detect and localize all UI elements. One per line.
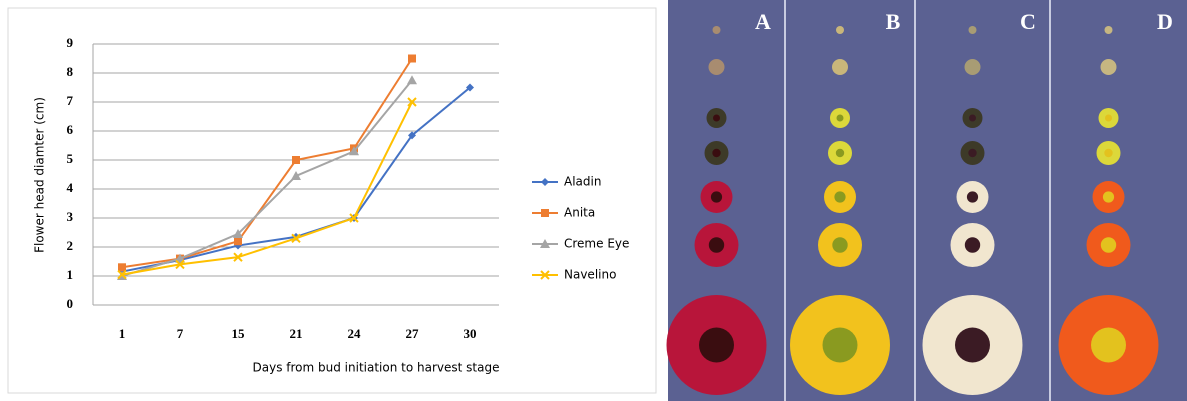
flower-center xyxy=(711,191,722,202)
marker xyxy=(408,55,416,63)
x-tick-label: 15 xyxy=(232,326,246,341)
flower-center xyxy=(1104,149,1112,157)
x-tick-label: 1 xyxy=(119,326,126,341)
y-tick-label: 4 xyxy=(67,180,74,195)
flower-center xyxy=(836,149,844,157)
flower xyxy=(832,59,848,75)
flower-center xyxy=(713,115,720,122)
y-tick-label: 3 xyxy=(67,209,74,224)
x-tick-label: 24 xyxy=(348,326,362,341)
flower-center xyxy=(837,115,844,122)
flower-center xyxy=(965,237,980,252)
y-tick-label: 8 xyxy=(67,64,74,79)
flower xyxy=(965,59,981,75)
x-tick-label: 7 xyxy=(177,326,184,341)
flower xyxy=(709,59,725,75)
y-axis-label: Flower head diamter (cm) xyxy=(33,97,47,253)
flower-center xyxy=(969,115,976,122)
y-tick-label: 0 xyxy=(67,296,74,311)
flower-center xyxy=(955,328,990,363)
x-axis-label: Days from bud initiation to harvest stag… xyxy=(253,361,500,375)
flower-center xyxy=(834,191,845,202)
panel-label: C xyxy=(1020,9,1036,34)
panel-label: A xyxy=(755,9,771,34)
flower xyxy=(1101,59,1117,75)
panel-label: D xyxy=(1157,9,1173,34)
flower-center xyxy=(699,328,734,363)
panel-label: B xyxy=(886,9,901,34)
flower-center xyxy=(1091,328,1126,363)
flower-center xyxy=(1105,115,1112,122)
y-tick-label: 5 xyxy=(67,151,74,166)
y-tick-label: 7 xyxy=(67,93,74,108)
chart-frame xyxy=(8,8,656,393)
flower-center xyxy=(712,149,720,157)
legend-label: Aladin xyxy=(564,175,601,189)
x-tick-label: 30 xyxy=(464,326,477,341)
flower xyxy=(713,26,721,34)
flower-center xyxy=(1101,237,1116,252)
flower xyxy=(969,26,977,34)
y-tick-label: 6 xyxy=(67,122,74,137)
flower-center xyxy=(968,149,976,157)
flower xyxy=(836,26,844,34)
marker xyxy=(541,209,549,217)
flower-center xyxy=(1103,191,1114,202)
flower-center xyxy=(832,237,847,252)
marker xyxy=(292,156,300,164)
flower-center xyxy=(709,237,724,252)
y-tick-label: 9 xyxy=(67,35,74,50)
legend-label: Anita xyxy=(564,206,595,220)
legend-label: Creme Eye xyxy=(564,237,629,251)
x-tick-label: 27 xyxy=(406,326,420,341)
marker xyxy=(234,237,242,245)
y-tick-label: 1 xyxy=(67,267,74,282)
figure: Flower head diamter (cm) Days from bud i… xyxy=(0,0,1187,401)
flower-center xyxy=(823,328,858,363)
y-tick-label: 2 xyxy=(67,238,74,253)
flower-center xyxy=(967,191,978,202)
x-tick-label: 21 xyxy=(290,326,303,341)
marker xyxy=(118,263,126,271)
flower xyxy=(1105,26,1113,34)
legend-label: Navelino xyxy=(564,268,616,282)
